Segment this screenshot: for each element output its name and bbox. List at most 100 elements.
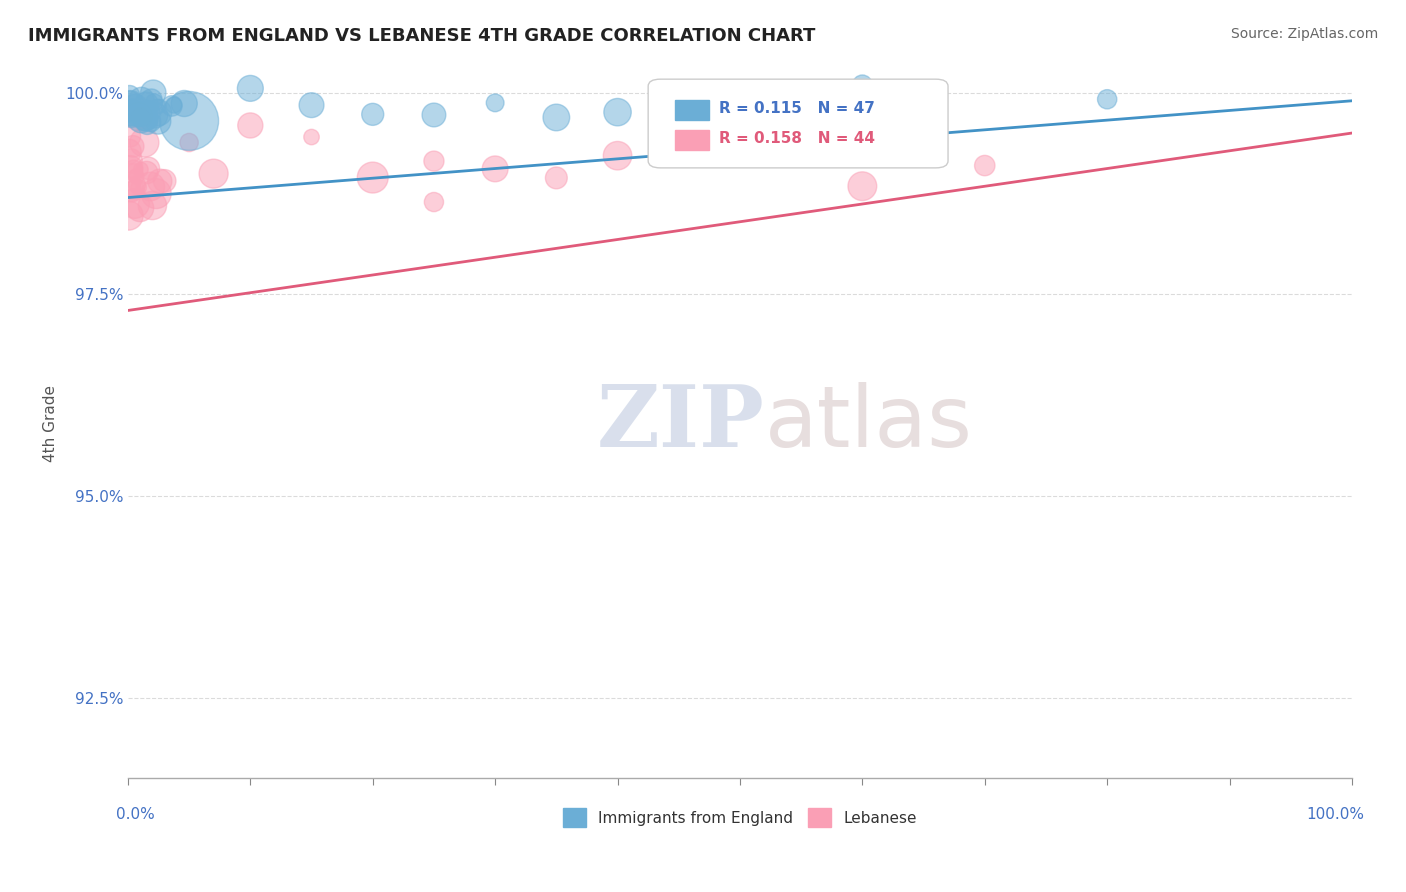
Point xyxy=(122,104,145,119)
Point xyxy=(728,116,751,130)
Point xyxy=(121,106,143,120)
Point xyxy=(423,195,446,210)
Point xyxy=(134,109,156,123)
Point xyxy=(122,183,145,197)
Point xyxy=(146,114,169,128)
Point xyxy=(148,99,170,113)
Point xyxy=(143,108,166,122)
Point xyxy=(163,98,186,112)
Point xyxy=(142,86,165,100)
Point xyxy=(128,108,150,122)
Point xyxy=(122,162,145,177)
Point xyxy=(135,112,157,126)
Point xyxy=(141,93,163,107)
Point xyxy=(124,196,146,211)
Point xyxy=(121,185,143,199)
Point xyxy=(124,101,146,115)
Point xyxy=(129,162,152,177)
Point xyxy=(135,165,157,179)
Legend: Immigrants from England, Lebanese: Immigrants from England, Lebanese xyxy=(555,800,925,834)
Point xyxy=(239,81,262,95)
Point xyxy=(149,174,172,188)
Point xyxy=(546,170,568,185)
Point xyxy=(202,167,225,181)
Point xyxy=(973,159,995,173)
Point xyxy=(912,96,935,111)
Point xyxy=(141,198,163,212)
Text: Source: ZipAtlas.com: Source: ZipAtlas.com xyxy=(1230,27,1378,41)
Point xyxy=(136,118,159,132)
Point xyxy=(129,111,152,125)
Point xyxy=(148,105,170,120)
Point xyxy=(125,169,148,184)
Point xyxy=(173,96,195,111)
Point xyxy=(129,113,152,128)
Point xyxy=(423,154,446,169)
Point xyxy=(129,112,152,127)
Text: ZIP: ZIP xyxy=(596,382,765,466)
Text: 100.0%: 100.0% xyxy=(1306,806,1364,822)
Point xyxy=(606,105,628,120)
Text: R = 0.115   N = 47: R = 0.115 N = 47 xyxy=(718,102,875,117)
Point xyxy=(606,149,628,163)
Point xyxy=(145,186,167,201)
Point xyxy=(120,95,142,110)
Point xyxy=(143,95,166,110)
Text: R = 0.158   N = 44: R = 0.158 N = 44 xyxy=(718,131,875,146)
Point xyxy=(139,115,162,129)
Bar xyxy=(675,130,710,150)
Point xyxy=(125,107,148,121)
Point xyxy=(138,161,160,176)
Point xyxy=(121,99,143,113)
Point xyxy=(361,107,384,121)
Text: atlas: atlas xyxy=(765,382,973,465)
Point xyxy=(138,105,160,120)
Point xyxy=(128,180,150,194)
Point xyxy=(118,95,141,109)
Point xyxy=(131,103,153,117)
Point xyxy=(134,112,156,126)
Point xyxy=(131,93,153,107)
Point xyxy=(851,179,873,194)
Point xyxy=(127,178,149,192)
Point xyxy=(117,106,139,120)
Point xyxy=(117,106,139,120)
Text: IMMIGRANTS FROM ENGLAND VS LEBANESE 4TH GRADE CORRELATION CHART: IMMIGRANTS FROM ENGLAND VS LEBANESE 4TH … xyxy=(28,27,815,45)
Point xyxy=(129,201,152,215)
Point xyxy=(138,102,160,116)
Y-axis label: 4th Grade: 4th Grade xyxy=(44,384,58,462)
Point xyxy=(301,98,323,112)
Point xyxy=(122,165,145,179)
Point xyxy=(118,145,141,159)
Point xyxy=(120,161,142,175)
Point xyxy=(484,161,506,176)
Point xyxy=(139,179,162,194)
Point xyxy=(134,136,156,150)
Point xyxy=(160,99,183,113)
Point xyxy=(484,95,506,110)
Point xyxy=(153,174,176,188)
Point xyxy=(179,114,201,128)
Point xyxy=(239,119,262,133)
Point xyxy=(361,170,384,185)
FancyBboxPatch shape xyxy=(648,79,948,168)
Point xyxy=(127,104,149,119)
Point xyxy=(118,177,141,191)
Point xyxy=(423,108,446,122)
Point xyxy=(851,78,873,92)
Point xyxy=(120,110,142,124)
Point xyxy=(118,88,141,103)
Bar xyxy=(675,101,710,120)
Point xyxy=(1095,92,1118,106)
Point xyxy=(120,153,142,168)
Point xyxy=(117,209,139,223)
Point xyxy=(179,136,201,150)
Point xyxy=(118,129,141,144)
Point xyxy=(301,130,323,145)
Point xyxy=(546,111,568,125)
Point xyxy=(129,107,152,121)
Point xyxy=(122,139,145,153)
Text: 0.0%: 0.0% xyxy=(115,806,155,822)
Point xyxy=(135,96,157,111)
Point xyxy=(127,110,149,124)
